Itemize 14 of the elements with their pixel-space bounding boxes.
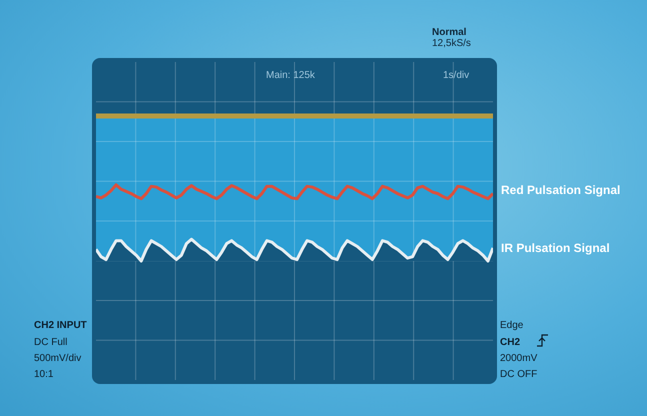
text: 1s/div bbox=[443, 70, 470, 81]
text: 500mV/div bbox=[34, 353, 82, 364]
text: 10:1 bbox=[34, 369, 54, 380]
text: 12,5kS/s bbox=[432, 38, 471, 49]
text: Main: 125k bbox=[266, 70, 315, 81]
text: CH2 bbox=[500, 337, 520, 348]
text: Normal bbox=[432, 27, 466, 38]
series-label: IR Pulsation Signal bbox=[501, 240, 610, 255]
text: Edge bbox=[500, 320, 524, 331]
text: DC Full bbox=[34, 337, 68, 348]
text: CH2 INPUT bbox=[34, 320, 87, 331]
text: DC OFF bbox=[500, 369, 538, 380]
text: 2000mV bbox=[500, 353, 538, 364]
series-label: Red Pulsation Signal bbox=[501, 183, 620, 198]
